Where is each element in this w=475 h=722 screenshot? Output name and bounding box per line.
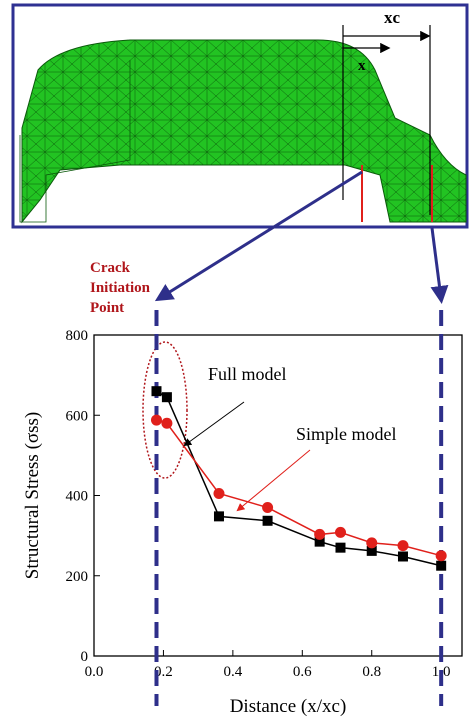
point (162, 392, 172, 402)
x-tick-label: 0.0 (85, 664, 104, 680)
series-line (156, 391, 441, 566)
annotation-arrow (238, 450, 310, 510)
highlight-ellipse (143, 342, 187, 478)
full-model-label: Full model (208, 364, 287, 384)
point (397, 540, 408, 551)
point (314, 529, 325, 540)
point (366, 537, 377, 548)
point (436, 550, 447, 561)
point (398, 551, 408, 561)
y-tick-label: 400 (66, 489, 89, 505)
y-tick-label: 0 (81, 649, 89, 665)
point (151, 415, 162, 426)
connector-arrow (432, 228, 441, 298)
page: {"figure_labels": ["xc", "x"], "chart_da… (0, 0, 475, 722)
point (335, 527, 346, 538)
x-tick-label: 0.6 (293, 664, 312, 680)
point (151, 386, 161, 396)
point (214, 511, 224, 521)
point (263, 516, 273, 526)
x-tick-label: 0.8 (362, 664, 381, 680)
x-label: x (358, 58, 366, 74)
y-tick-label: 800 (66, 328, 89, 344)
y-axis-label: Structural Stress (σss) (22, 412, 43, 580)
point (161, 418, 172, 429)
simple-model-label: Simple model (296, 424, 397, 444)
point (335, 543, 345, 553)
y-tick-label: 600 (66, 408, 89, 424)
x-tick-label: 0.4 (223, 664, 242, 680)
y-tick-label: 200 (66, 569, 89, 585)
x-axis-label: Distance (x/xc) (230, 696, 347, 717)
point (213, 488, 224, 499)
point (436, 561, 446, 571)
annotation-arrow (185, 402, 244, 445)
xc-label: xc (384, 8, 401, 27)
point (262, 502, 273, 513)
figure: xc x 02004006008000.00.20.40.60.81.0Dist… (0, 0, 475, 722)
